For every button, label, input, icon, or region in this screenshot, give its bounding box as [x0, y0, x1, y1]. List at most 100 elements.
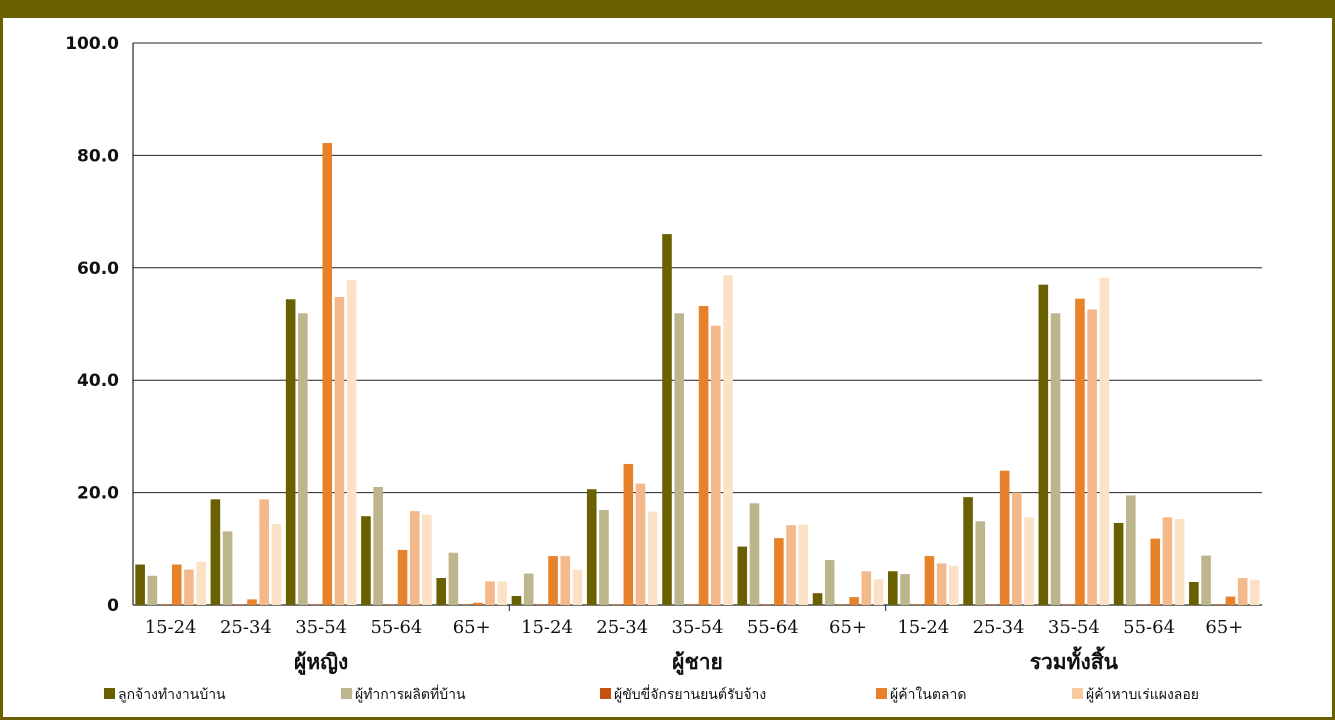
- legend-label: ผู้ทำการผลิตที่บ้าน: [355, 685, 466, 703]
- bar: [285, 299, 296, 605]
- bar: [1113, 522, 1124, 605]
- bar: [999, 470, 1010, 605]
- y-tick-label: 0: [107, 596, 119, 616]
- y-tick-label: 100.0: [65, 34, 119, 54]
- bar: [1050, 313, 1061, 605]
- legend-swatch: [341, 688, 352, 699]
- x-tick-label: 55-64: [370, 617, 422, 638]
- bar: [786, 525, 796, 605]
- bar: [448, 552, 459, 605]
- bar: [749, 503, 760, 605]
- bar: [698, 306, 709, 605]
- bar: [397, 549, 408, 605]
- legend-label: ผู้ค้าหาบเร่แผงลอย: [1086, 687, 1199, 703]
- bar: [1150, 538, 1160, 605]
- bar: [259, 499, 269, 605]
- bar: [473, 602, 483, 605]
- bar: [837, 604, 847, 605]
- bar: [310, 604, 320, 605]
- bar: [1162, 517, 1173, 605]
- bar: [322, 143, 333, 605]
- bar: [511, 596, 522, 605]
- bar: [873, 579, 884, 605]
- bar: [623, 463, 634, 605]
- y-tick-label: 60.0: [77, 259, 119, 279]
- bar: [1062, 604, 1073, 605]
- bar: [460, 604, 471, 605]
- group-label: รวมทั้งสิ้น: [1030, 646, 1119, 674]
- bar: [247, 599, 257, 605]
- bar: [1225, 596, 1236, 605]
- bar: [761, 604, 772, 605]
- bar: [987, 604, 998, 605]
- bar: [723, 275, 733, 605]
- bar: [686, 604, 697, 605]
- bar: [497, 581, 507, 605]
- legend-label: ผู้ขับขี่จักรยานยนต์รับจ้าง: [614, 685, 766, 703]
- bar: [1038, 284, 1049, 605]
- bar: [385, 604, 396, 605]
- bar: [1126, 495, 1136, 605]
- x-tick-label: 65+: [829, 617, 867, 638]
- legend-label: ลูกจ้างทำงานบ้าน: [118, 687, 226, 703]
- x-tick-label: 15-24: [145, 617, 197, 638]
- legend-swatch: [600, 688, 611, 699]
- x-tick-label: 65+: [1205, 617, 1243, 638]
- bar: [334, 297, 345, 605]
- bar: [1250, 579, 1260, 605]
- bar: [1213, 604, 1224, 605]
- bar: [1087, 309, 1097, 605]
- bar: [662, 234, 672, 605]
- bar: [1012, 492, 1022, 605]
- x-tick-label: 15-24: [521, 617, 573, 638]
- bar: [222, 531, 233, 605]
- x-tick-label: 35-54: [295, 617, 347, 638]
- bar: [1099, 277, 1110, 605]
- bar: [586, 489, 597, 605]
- x-tick-label: 65+: [453, 617, 491, 638]
- x-tick-label: 15-24: [897, 617, 949, 638]
- bar: [824, 560, 835, 605]
- bar: [737, 546, 748, 605]
- bar: [900, 574, 910, 605]
- bar: [409, 511, 420, 605]
- bar: [888, 571, 898, 605]
- x-tick-label: 25-34: [596, 617, 648, 638]
- bar: [812, 593, 823, 605]
- bar: [849, 597, 859, 605]
- bar: [599, 510, 609, 605]
- bar: [346, 280, 357, 605]
- bar: [1138, 604, 1148, 605]
- x-tick-label: 25-34: [973, 617, 1025, 638]
- bar: [1075, 298, 1085, 605]
- bar: [485, 581, 495, 605]
- legend-label: ผู้ค้าในตลาด: [890, 686, 966, 703]
- bar: [536, 604, 546, 605]
- bar: [711, 325, 721, 605]
- bar: [171, 564, 182, 605]
- bar: [373, 486, 383, 605]
- bar: [924, 556, 935, 605]
- bar: [912, 604, 922, 605]
- bar: [963, 497, 973, 605]
- bar: [422, 514, 432, 605]
- bar: [975, 521, 986, 605]
- bar: [361, 516, 371, 605]
- group-label: ผู้หญิง: [294, 650, 348, 676]
- bar: [1237, 578, 1248, 605]
- bar: [1174, 519, 1185, 605]
- bar: [1024, 517, 1034, 605]
- y-tick-label: 20.0: [77, 484, 119, 504]
- x-tick-label: 35-54: [672, 617, 724, 638]
- bar: [572, 569, 583, 605]
- x-tick-label: 55-64: [747, 617, 799, 638]
- bar: [159, 604, 170, 605]
- legend-swatch: [1072, 688, 1083, 699]
- legend-swatch: [876, 688, 887, 699]
- group-label: ผู้ชาย: [672, 650, 723, 676]
- bar: [184, 569, 194, 605]
- bar: [560, 556, 571, 605]
- legend-swatch: [104, 688, 115, 699]
- bar: [949, 565, 959, 605]
- bar: [936, 563, 947, 605]
